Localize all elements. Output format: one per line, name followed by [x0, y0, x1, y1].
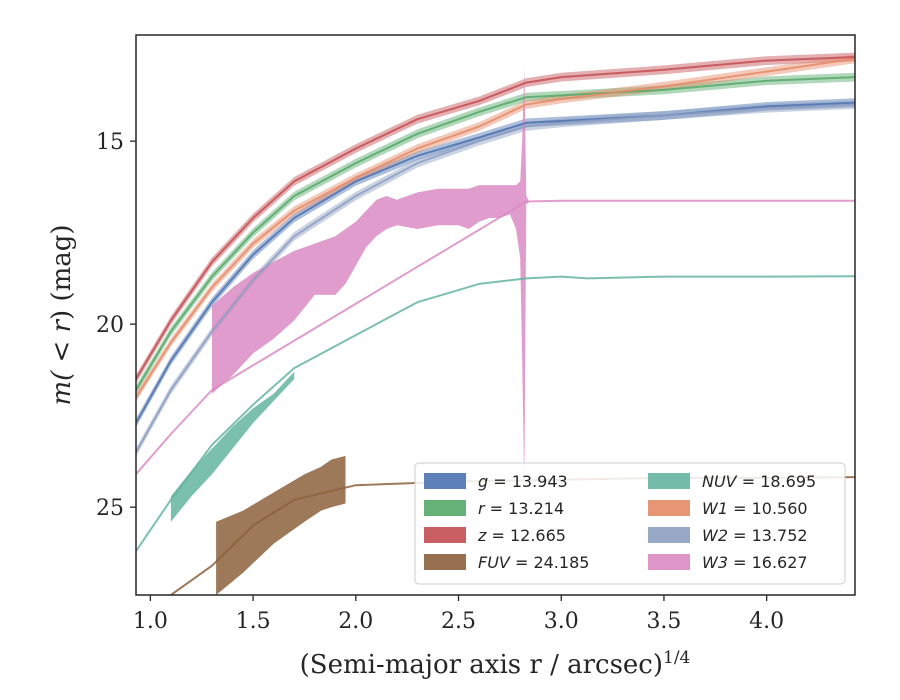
series-line-w2	[136, 103, 855, 453]
legend-label-w2: W2 = 13.752	[702, 526, 808, 545]
y-axis-ticks: 15 20 25	[96, 130, 136, 521]
y-tick-label: 25	[96, 496, 124, 521]
legend: g = 13.943 r = 13.214 z = 12.665 FUV = 24.1…	[414, 462, 846, 585]
x-tick-label: 2.0	[338, 609, 373, 634]
x-tick-label: 4.0	[749, 609, 784, 634]
x-tick-label: 2.5	[441, 609, 476, 634]
legend-swatch-nuv	[648, 473, 690, 489]
legend-label-r: r = 13.214	[478, 499, 564, 518]
legend-swatch-fuv	[424, 554, 466, 570]
legend-label-g: g = 13.943	[478, 472, 568, 491]
series-lines	[136, 56, 855, 595]
legend-label-z: z = 12.665	[477, 526, 566, 545]
legend-swatch-w3	[648, 554, 690, 570]
y-tick-label: 20	[96, 313, 124, 338]
band-fuv	[216, 455, 346, 595]
series-line-nuv	[136, 275, 855, 552]
y-tick-label: 15	[96, 130, 124, 155]
legend-label-w1: W1 = 10.560	[702, 499, 808, 518]
legend-swatch-z	[424, 527, 466, 543]
x-tick-label: 1.5	[236, 609, 271, 634]
legend-swatch-w1	[648, 500, 690, 516]
legend-swatch-w2	[648, 527, 690, 543]
legend-label-w3: W3 = 16.627	[702, 553, 808, 572]
series-line-w1	[136, 57, 855, 398]
legend-label-nuv: NUV = 18.695	[702, 472, 816, 491]
legend-label-fuv: FUV = 24.185	[478, 553, 589, 572]
legend-swatch-g	[424, 473, 466, 489]
series-line-r	[136, 76, 855, 391]
y-axis-label: m( < r) (mag)	[47, 224, 77, 405]
x-axis-label: (Semi-major axis r / arcsec)1/4	[300, 648, 691, 680]
series-line-w3	[136, 199, 855, 475]
band-nuv	[170, 371, 295, 522]
x-tick-label: 3.5	[646, 609, 681, 634]
plot-frame	[135, 34, 856, 596]
legend-swatch-r	[424, 500, 466, 516]
uncertainty-bands	[136, 52, 855, 595]
x-tick-label: 3.0	[544, 609, 579, 634]
band-w3	[212, 67, 529, 489]
legend-box	[414, 462, 846, 585]
x-axis-ticks: 1.0 1.5 2.0 2.5 3.0 3.5 4.0	[133, 595, 784, 634]
x-tick-label: 1.0	[133, 609, 168, 634]
series-line-z	[136, 56, 855, 380]
